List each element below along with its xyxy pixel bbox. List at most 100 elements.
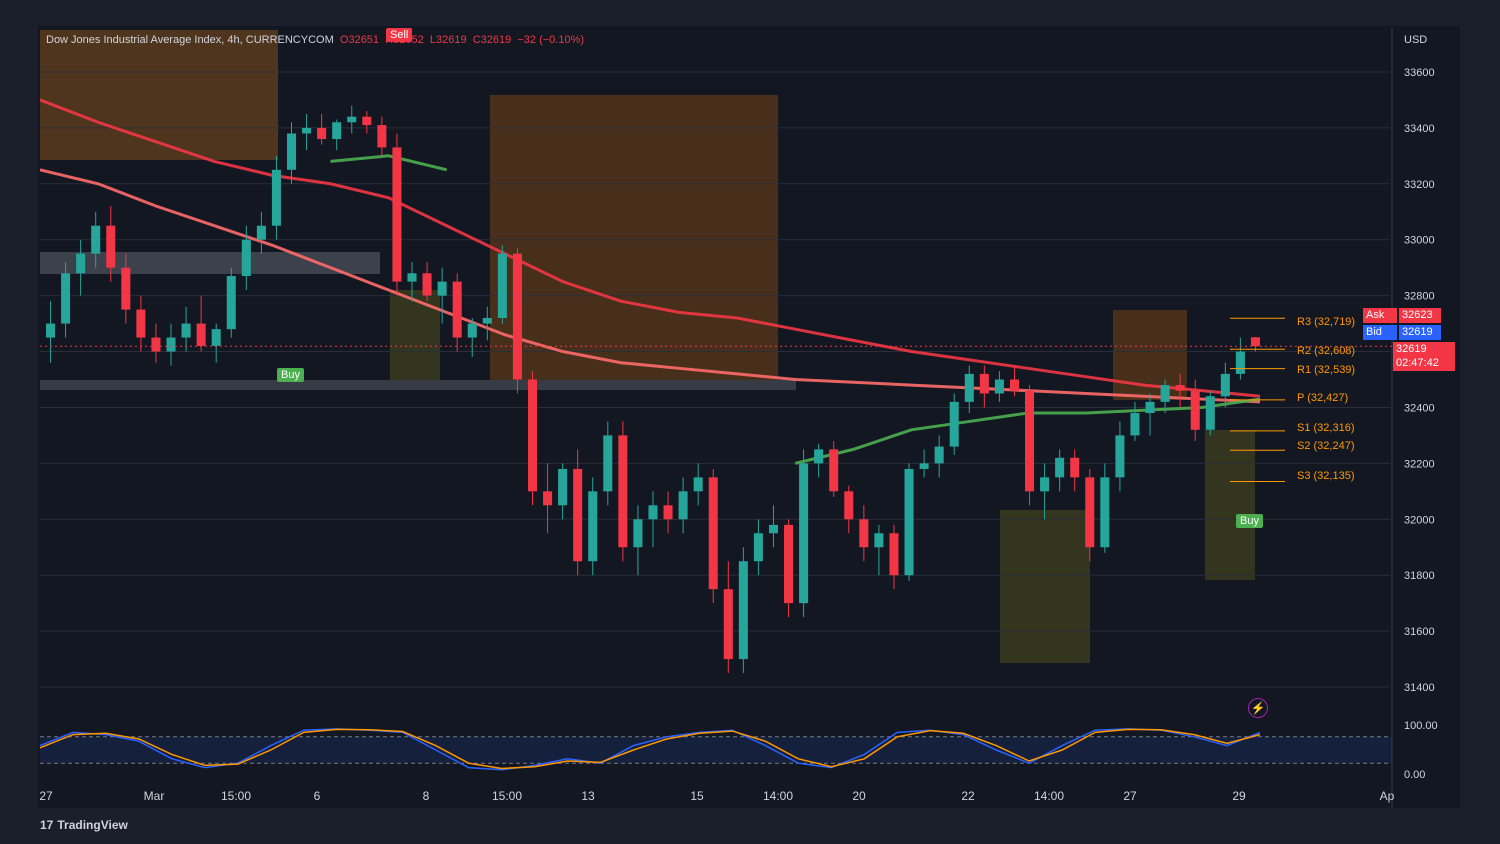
candle-body <box>1160 385 1170 402</box>
price-tick-label: 33400 <box>1404 123 1435 135</box>
ask-label: Ask <box>1363 308 1397 323</box>
time-label: 14:00 <box>762 789 794 803</box>
range-box <box>40 380 796 390</box>
legend-ohlc: O32651 H32652 L32619 C32619 −32 (−0.10%) <box>337 34 584 46</box>
candle-body <box>678 491 688 520</box>
candle-body <box>1115 435 1125 478</box>
candle-body <box>181 323 191 338</box>
bid-label: Bid <box>1363 325 1397 340</box>
price-tick-label: 32400 <box>1404 402 1435 414</box>
buy-signal-1: Buy <box>277 368 304 382</box>
legend: Dow Jones Industrial Average Index, 4h, … <box>46 34 584 46</box>
time-label: 27 <box>39 789 53 803</box>
candle-body <box>994 379 1004 394</box>
legend-open: 32651 <box>348 34 380 46</box>
pivot-lines-layer <box>40 317 1392 483</box>
candle-body <box>1070 457 1080 478</box>
lightning-icon[interactable]: ⚡ <box>1248 698 1268 718</box>
candle-body <box>437 281 447 296</box>
candle-body <box>648 505 658 520</box>
candle-body <box>121 267 131 310</box>
time-label: 14:00 <box>1033 789 1065 803</box>
candle-body <box>964 373 974 402</box>
price-tick-label: 32800 <box>1404 291 1435 303</box>
bid-price: 32619 <box>1399 325 1441 340</box>
candle-body <box>61 273 71 324</box>
candle-body <box>422 273 432 296</box>
pivot-r3-label: R3 (32,719) <box>1297 316 1356 328</box>
candle-body <box>949 401 959 447</box>
sell-signal: Sell <box>386 28 413 42</box>
pivot-r2-label: R2 (32,608) <box>1297 345 1356 357</box>
candle-body <box>136 309 146 338</box>
legend-change: −32 (−0.10%) <box>517 34 585 46</box>
candle-body <box>452 281 462 338</box>
pivot-r1-label: R1 (32,539) <box>1297 364 1356 376</box>
candle-body <box>1009 379 1019 391</box>
price-tick-label: 31400 <box>1404 682 1435 694</box>
candle-body <box>844 491 854 520</box>
oscillator-d-line <box>39 728 1261 770</box>
candle-body <box>1190 390 1200 430</box>
shaded-zone <box>1205 430 1255 580</box>
candle-body <box>1040 477 1050 492</box>
candlestick-layer <box>46 105 1260 674</box>
candle-body <box>573 468 583 562</box>
ask-price: 32623 <box>1399 308 1441 323</box>
candle-body <box>874 533 884 548</box>
candle-body <box>723 589 733 660</box>
candle-body <box>271 169 281 226</box>
candle-body <box>151 337 161 352</box>
candle-body <box>76 253 86 274</box>
candle-body <box>91 225 101 254</box>
zone-layer <box>40 30 1255 663</box>
pivot-p-label: P (32,427) <box>1297 392 1349 404</box>
last-price: 32619 <box>1393 342 1455 357</box>
buy-signal-2: Buy <box>1236 514 1263 528</box>
price-tick-label: 31600 <box>1404 626 1435 638</box>
candle-body <box>603 435 613 492</box>
price-tick-label: 32200 <box>1404 458 1435 470</box>
candle-body <box>919 463 929 469</box>
candle-body <box>347 116 357 123</box>
candle-body <box>497 253 507 318</box>
time-label: 6 <box>313 789 321 803</box>
shaded-zone <box>1000 510 1090 663</box>
candle-body <box>241 239 251 277</box>
time-label: 15:00 <box>220 789 252 803</box>
candle-body <box>588 491 598 562</box>
legend-symbol: Dow Jones Industrial Average Index, 4h, … <box>46 34 334 46</box>
candle-body <box>332 122 342 140</box>
candle-body <box>106 225 116 268</box>
time-label: 13 <box>581 789 595 803</box>
candle-body <box>467 323 477 338</box>
shaded-zone <box>40 30 278 160</box>
price-tick-label: 33200 <box>1404 179 1435 191</box>
candle-body <box>1235 351 1245 374</box>
legend-close-label: C <box>472 34 481 46</box>
pivot-s2-label: S2 (32,247) <box>1297 440 1355 452</box>
price-tick-label: 32000 <box>1404 514 1435 526</box>
time-label: Ap <box>1379 789 1395 803</box>
candle-body <box>738 561 748 660</box>
moving-average-line <box>39 168 1261 404</box>
candle-body <box>1250 337 1260 347</box>
tradingview-logo[interactable]: 17 TradingView <box>40 818 128 832</box>
oscillator-band <box>40 736 1392 764</box>
candle-body <box>256 225 266 240</box>
candle-body <box>693 477 703 492</box>
tradingview-icon: 17 <box>40 818 54 832</box>
legend-open-label: O <box>339 34 349 46</box>
candle-body <box>708 477 718 590</box>
legend-low: 32619 <box>435 34 467 46</box>
candle-body <box>663 505 673 520</box>
legend-low-label: L <box>429 34 436 46</box>
candle-body <box>1205 396 1215 430</box>
candle-body <box>979 373 989 394</box>
candle-body <box>753 533 763 562</box>
bar-countdown: 02:47:42 <box>1393 356 1455 371</box>
oscillator-tick-100: 100.00 <box>1404 720 1438 732</box>
candle-body <box>904 468 914 576</box>
candle-body <box>527 379 538 492</box>
